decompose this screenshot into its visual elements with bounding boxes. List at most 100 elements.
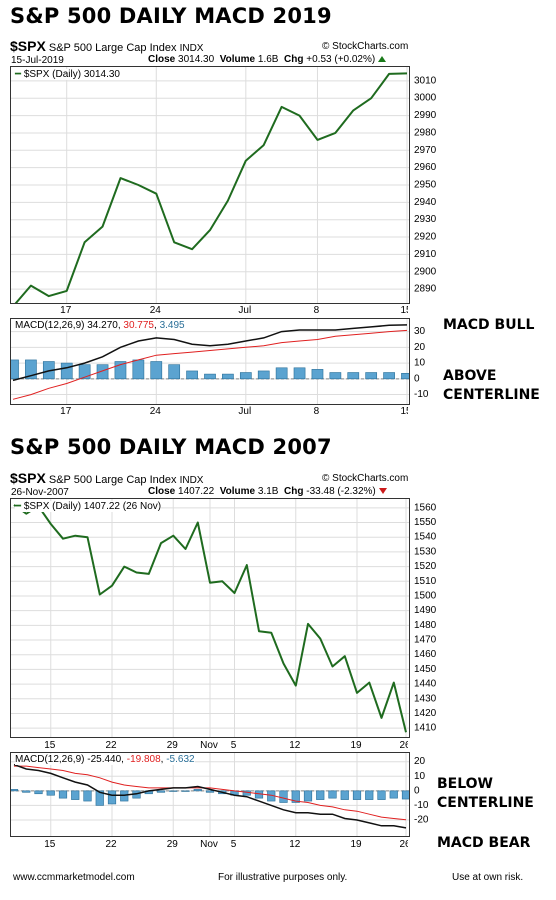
macd-histogram-bar [78,364,91,380]
x-tick-label: 26 [399,839,408,850]
macd-histogram-bar [383,372,395,380]
macd-histogram-bar [95,790,104,806]
chart1-price-legend: ━ $SPX (Daily) 3014.30 [15,69,120,80]
chart2-side-label-top: BELOW CENTERLINE [437,776,534,811]
macd-tick-label: -10 [414,389,429,400]
x-tick-label: Jul [238,406,251,417]
macd-histogram-bar [389,790,398,799]
price-tick-label: 1460 [414,649,437,660]
macd-histogram-bar [186,370,198,380]
price-tick-label: 2930 [414,214,437,225]
x-tick-label: 8 [314,406,320,417]
macd-histogram-bar [316,790,325,800]
macd-tick-label: 10 [414,358,426,369]
x-tick-label: 15 [44,740,56,751]
price-tick-label: 2970 [414,145,437,156]
macd-tick-label: 20 [414,342,426,353]
chart1-macd-svg [7,319,413,404]
macd-tick-label: 20 [414,756,426,767]
macd-histogram-bar [46,790,55,796]
macd-histogram-bar [7,359,19,380]
macd-histogram-bar [96,364,109,380]
signal-line [12,329,408,400]
price-tick-label: 2940 [414,197,437,208]
macd-histogram-bar [107,790,117,805]
macd-histogram-bar [257,370,270,380]
footer-risk: Use at own risk. [452,872,524,883]
macd-histogram-bar [291,790,300,803]
x-tick-label: 15 [400,406,408,417]
footer-disclaimer: For illustrative purposes only. [218,872,348,883]
macd-tick-label: 0 [414,785,420,796]
price-tick-label: 2920 [414,232,437,243]
price-tick-label: 1530 [414,546,437,557]
price-tick-label: 1500 [414,590,437,601]
chart2-price-axis: 1410 1420 1430 1440 1450 1460 1470 1480 1490 1500… [414,502,437,733]
down-arrow-icon [378,488,387,495]
macd-tick-label: 10 [414,771,426,782]
chart2-stats: Close 1407.22 Volume 3.1B Chg -33.48 (-2… [148,486,387,497]
chart1-price-panel: ━ $SPX (Daily) 3014.30 [10,66,410,308]
macd-histogram-bar [303,790,313,802]
chart1-side-label-top: MACD BULL [443,317,535,333]
chart2-price-panel: ━ $SPX (Daily) 1407.22 (26 Nov) [10,498,410,738]
macd-histogram-bar [169,790,178,792]
chart1-price-axis: 2890 2900 2910 2920 2930 2940 2950 2960 2970 2980… [414,75,437,294]
macd-histogram-bar [329,372,342,380]
price-tick-label: 1560 [414,502,437,513]
x-tick-label: 17 [60,305,72,316]
macd-histogram-bar [114,361,127,380]
x-tick-label: Jul [238,305,251,316]
chart1-macd-axis: -10 0 10 20 30 [414,326,429,400]
x-tick-label: 5 [231,740,237,751]
macd-histogram-bar [71,790,80,800]
macd-tick-label: 30 [414,326,426,337]
chart2-header: $SPX S&P 500 Large Cap Index INDX [10,470,410,486]
price-tick-label: 1540 [414,532,437,543]
macd-histogram-bar [34,790,43,795]
macd-histogram-bar [150,361,163,380]
price-tick-label: 2950 [414,180,437,191]
chart2-date: 26-Nov-2007 [11,487,69,498]
macd-histogram-bar [204,373,216,380]
chart1-side-label-bottom: ABOVE CENTERLINE [443,368,540,403]
macd-histogram-bar [60,362,73,380]
macd-histogram-bar [275,367,288,380]
up-arrow-icon [378,56,387,63]
x-tick-label: 15 [44,839,56,850]
price-tick-label: 3000 [414,93,437,104]
x-tick-label: 17 [60,406,72,417]
price-line [12,72,408,308]
macd-histogram-bar [365,790,374,800]
chart2-source: © StockCharts.com [322,473,409,484]
macd-histogram-bar [132,359,145,380]
x-tick-label: 12 [289,740,301,751]
price-tick-label: 2900 [414,266,437,277]
price-tick-label: 2960 [414,162,437,173]
chart1-symbol: $SPX [10,38,46,54]
x-tick-label: 22 [105,740,117,751]
price-tick-label: 2980 [414,127,437,138]
macd-histogram-bar [279,790,288,803]
chart2-title: S&P 500 DAILY MACD 2007 [10,435,332,459]
price-tick-label: 1490 [414,605,437,616]
chart2-exchange: INDX [179,475,204,486]
chart2-side-label-bottom: MACD BEAR [437,835,531,851]
macd-histogram-bar [120,790,129,802]
chart1-macd-legend: MACD(12,26,9) 34.270, 30.775, 3.495 [15,320,185,331]
macd-tick-label: -20 [414,814,429,825]
x-tick-label: 24 [150,406,162,417]
chart2-index-name: S&P 500 Large Cap Index [48,474,177,486]
price-tick-label: 1430 [414,693,437,704]
macd-histogram-bar [25,359,37,380]
chart1-date: 15-Jul-2019 [11,55,64,66]
chart1-macd-xaxis: 17 24 Jul 8 15 [60,406,408,417]
x-tick-label: 29 [167,740,179,751]
macd-histogram-bar [205,790,215,793]
macd-histogram-bar [58,790,68,799]
macd-histogram-bar [401,373,413,380]
chart1-header: $SPX S&P 500 Large Cap Index INDX [10,38,410,54]
chart2-symbol: $SPX [10,470,46,486]
macd-tick-label: 0 [414,373,420,384]
x-tick-label: 26 [399,740,408,751]
